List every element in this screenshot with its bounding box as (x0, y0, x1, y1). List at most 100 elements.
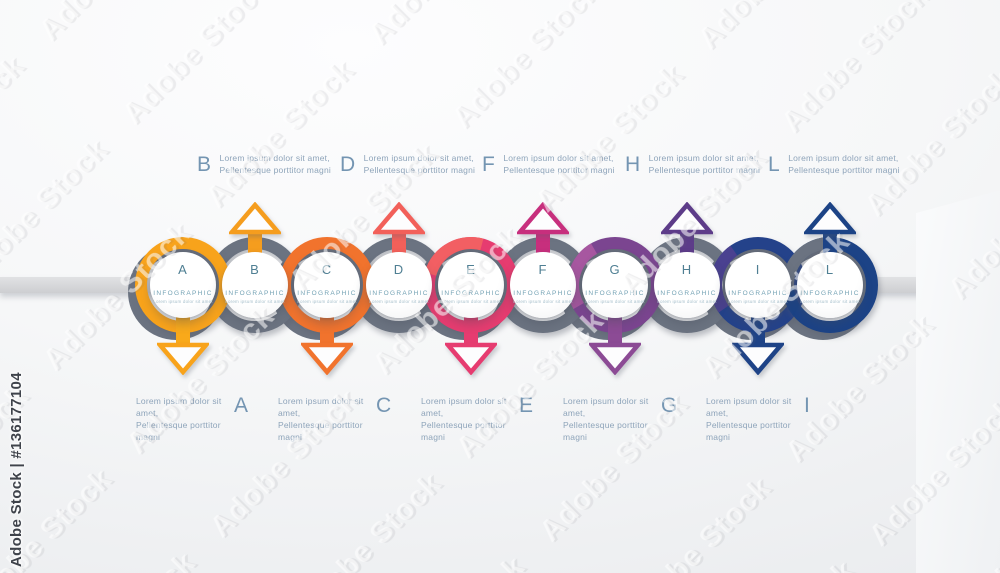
up-arrow-icon (229, 202, 281, 235)
node-letter: C (321, 262, 333, 277)
lorem-line: Pellentesque porttitor magni (648, 165, 761, 175)
bottom-label-i: Lorem ipsum dolor sit amet, Pellentesque… (706, 393, 810, 443)
down-arrow-icon (589, 342, 641, 375)
lorem-line: Lorem ipsum dolor sit amet, (278, 396, 364, 418)
lorem-line: Lorem ipsum dolor sit amet, (421, 396, 507, 418)
node-disc: H INFOGRAPHIC Lorem ipsum dolor sit amet (654, 252, 720, 318)
node-subtitle: Lorem ipsum dolor sit amet (225, 299, 285, 304)
lorem-line: Pellentesque porttitor magni (788, 165, 900, 175)
timeline-node-l: L INFOGRAPHIC Lorem ipsum dolor sit amet (762, 202, 898, 353)
top-label-letter: F (482, 153, 496, 176)
node-title: INFOGRAPHIC (297, 290, 357, 297)
up-arrow-icon (517, 202, 569, 235)
node-letter: I (755, 262, 761, 277)
node-disc: L INFOGRAPHIC Lorem ipsum dolor sit amet (797, 252, 863, 318)
node-subtitle: Lorem ipsum dolor sit amet (657, 299, 717, 304)
node-letter: D (393, 262, 405, 277)
bottom-label-letter: E (519, 394, 534, 417)
lorem-line: Lorem ipsum dolor sit amet, (503, 153, 614, 163)
node-letter: F (538, 262, 548, 277)
node-title: INFOGRAPHIC (800, 290, 860, 297)
node-disc: D INFOGRAPHIC Lorem ipsum dolor sit amet (366, 252, 432, 318)
background-sheet (916, 190, 1000, 573)
node-subtitle: Lorem ipsum dolor sit amet (297, 299, 357, 304)
node-title: INFOGRAPHIC (369, 290, 429, 297)
node-title: INFOGRAPHIC (513, 290, 573, 297)
lorem-line: Lorem ipsum dolor sit amet, (563, 396, 649, 418)
node-title: INFOGRAPHIC (441, 290, 501, 297)
node-letter: H (681, 262, 693, 277)
node-title: INFOGRAPHIC (153, 290, 213, 297)
up-arrow-icon (373, 202, 425, 235)
lorem-line: Lorem ipsum dolor sit amet, (706, 396, 792, 418)
bottom-label-e: Lorem ipsum dolor sit amet, Pellentesque… (421, 393, 534, 443)
top-label-text: Lorem ipsum dolor sit amet, Pellentesque… (649, 150, 760, 177)
node-disc: A INFOGRAPHIC Lorem ipsum dolor sit amet (150, 252, 216, 318)
node-subtitle: Lorem ipsum dolor sit amet (513, 299, 573, 304)
node-disc: E INFOGRAPHIC Lorem ipsum dolor sit amet (438, 252, 504, 318)
bottom-label-text: Lorem ipsum dolor sit amet, Pellentesque… (136, 393, 224, 443)
top-label-letter: B (197, 153, 212, 176)
timeline-node-e: E INFOGRAPHIC Lorem ipsum dolor sit amet (405, 219, 537, 375)
bottom-label-a: Lorem ipsum dolor sit amet, Pellentesque… (136, 393, 249, 443)
bottom-label-text: Lorem ipsum dolor sit amet, Pellentesque… (563, 393, 651, 443)
node-disc: I INFOGRAPHIC Lorem ipsum dolor sit amet (725, 252, 791, 318)
node-letter: A (178, 262, 188, 277)
top-label-d: D Lorem ipsum dolor sit amet, Pellentesq… (340, 150, 475, 177)
bottom-label-letter: G (661, 394, 678, 417)
node-title: INFOGRAPHIC (225, 290, 285, 297)
down-arrow-icon (732, 342, 784, 375)
top-label-h: H Lorem ipsum dolor sit amet, Pellentesq… (625, 150, 760, 177)
down-arrow-icon (157, 342, 209, 375)
node-subtitle: Lorem ipsum dolor sit amet (800, 299, 860, 304)
bottom-label-c: Lorem ipsum dolor sit amet, Pellentesque… (278, 393, 392, 443)
node-subtitle: Lorem ipsum dolor sit amet (441, 299, 501, 304)
node-letter: L (825, 262, 835, 277)
top-label-text: Lorem ipsum dolor sit amet, Pellentesque… (220, 150, 331, 177)
lorem-line: Pellentesque porttitor magni (706, 420, 791, 442)
node-subtitle: Lorem ipsum dolor sit amet (153, 299, 213, 304)
bottom-label-letter: I (804, 394, 811, 417)
lorem-line: Pellentesque porttitor magni (563, 420, 648, 442)
bottom-label-text: Lorem ipsum dolor sit amet, Pellentesque… (421, 393, 509, 443)
up-arrow-icon (804, 202, 856, 235)
bottom-label-letter: C (376, 394, 392, 417)
node-subtitle: Lorem ipsum dolor sit amet (728, 299, 788, 304)
lorem-line: Pellentesque porttitor magni (503, 165, 615, 175)
lorem-line: Lorem ipsum dolor sit amet, (219, 153, 330, 163)
lorem-line: Lorem ipsum dolor sit amet, (788, 153, 899, 163)
top-label-b: B Lorem ipsum dolor sit amet, Pellentesq… (197, 150, 331, 177)
node-disc: F INFOGRAPHIC Lorem ipsum dolor sit amet (510, 252, 576, 318)
lorem-line: Pellentesque porttitor magni (219, 165, 331, 175)
top-label-l: L Lorem ipsum dolor sit amet, Pellentesq… (768, 150, 900, 177)
top-label-letter: L (768, 153, 781, 176)
top-label-f: F Lorem ipsum dolor sit amet, Pellentesq… (482, 150, 615, 177)
top-label-letter: H (625, 153, 641, 176)
lorem-line: Pellentesque porttitor magni (363, 165, 476, 175)
node-letter: G (609, 262, 621, 277)
bottom-label-g: Lorem ipsum dolor sit amet, Pellentesque… (563, 393, 678, 443)
stock-id-label: Adobe Stock | #136177104 (8, 372, 25, 567)
top-label-text: Lorem ipsum dolor sit amet, Pellentesque… (503, 150, 614, 177)
lorem-line: Lorem ipsum dolor sit amet, (136, 396, 222, 418)
lorem-line: Lorem ipsum dolor sit amet, (363, 153, 474, 163)
top-label-letter: D (340, 153, 356, 176)
down-arrow-icon (301, 342, 353, 375)
bottom-label-text: Lorem ipsum dolor sit amet, Pellentesque… (706, 393, 794, 443)
node-title: INFOGRAPHIC (728, 290, 788, 297)
node-subtitle: Lorem ipsum dolor sit amet (585, 299, 645, 304)
node-letter: B (250, 262, 260, 277)
lorem-line: Pellentesque porttitor magni (421, 420, 506, 442)
top-label-text: Lorem ipsum dolor sit amet, Pellentesque… (364, 150, 475, 177)
timeline-node-a: A INFOGRAPHIC Lorem ipsum dolor sit amet (128, 237, 231, 375)
node-title: INFOGRAPHIC (657, 290, 717, 297)
node-disc: B INFOGRAPHIC Lorem ipsum dolor sit amet (222, 252, 288, 318)
bottom-label-text: Lorem ipsum dolor sit amet, Pellentesque… (278, 393, 366, 443)
node-title: INFOGRAPHIC (585, 290, 645, 297)
node-disc: G INFOGRAPHIC Lorem ipsum dolor sit amet (582, 252, 648, 318)
down-arrow-icon (445, 342, 497, 375)
node-subtitle: Lorem ipsum dolor sit amet (369, 299, 429, 304)
lorem-line: Pellentesque porttitor magni (136, 420, 221, 442)
bottom-label-letter: A (234, 394, 249, 417)
